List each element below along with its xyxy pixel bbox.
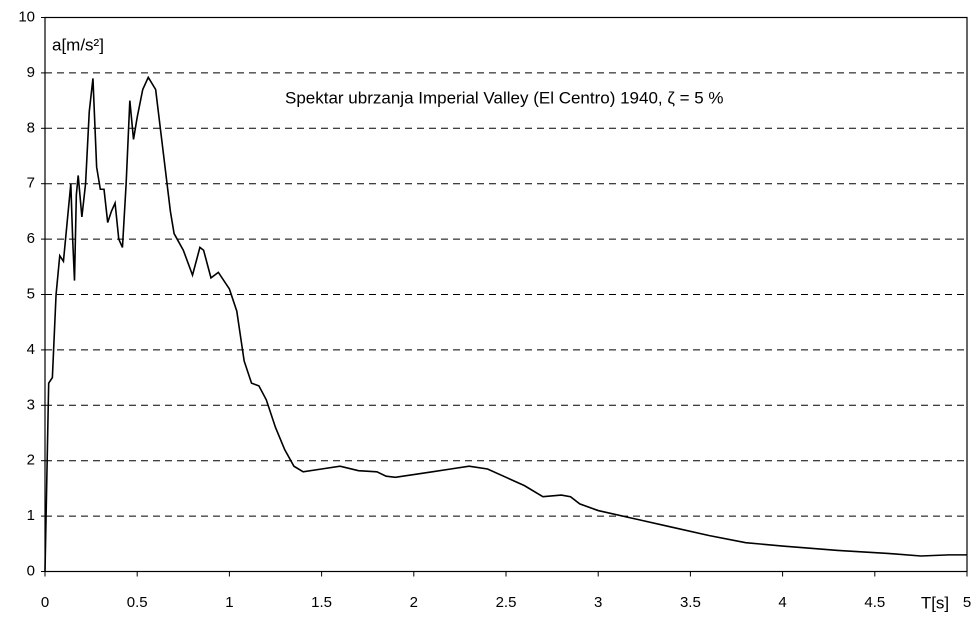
- x-tick-label: 3: [594, 594, 602, 611]
- data-line: [44, 75, 967, 572]
- y-tick-label: 9: [27, 64, 35, 81]
- y-tick-label: 3: [27, 396, 35, 413]
- x-tick-label: 2.5: [496, 594, 517, 611]
- x-tick-label: 0: [41, 594, 49, 611]
- y-tick-label: 4: [27, 341, 35, 358]
- x-tick-label: 1: [225, 594, 233, 611]
- x-tick-label: 2: [410, 594, 418, 611]
- y-tick-label: 2: [27, 452, 35, 469]
- y-tick-label: 10: [18, 8, 35, 25]
- y-tick-label: 1: [27, 507, 35, 524]
- y-tick-label: 7: [27, 175, 35, 192]
- x-axis-label: T[s]: [921, 593, 949, 612]
- x-tick-label: 5: [963, 594, 971, 611]
- y-tick-label: 0: [27, 562, 35, 579]
- y-tick-label: 8: [27, 119, 35, 136]
- y-axis-label: a[m/s²]: [52, 35, 104, 54]
- x-tick-label: 4.5: [864, 594, 885, 611]
- plot-frame: [44, 16, 968, 573]
- x-tick-label: 3.5: [680, 594, 701, 611]
- x-tick-label: 4: [778, 594, 786, 611]
- x-tick-label: 0.5: [127, 594, 148, 611]
- x-tick-label: 1.5: [311, 594, 332, 611]
- y-tick-label: 6: [27, 230, 35, 247]
- annotation: Spektar ubrzanja Imperial Valley (El Cen…: [285, 88, 724, 107]
- y-tick-label: 5: [27, 285, 35, 302]
